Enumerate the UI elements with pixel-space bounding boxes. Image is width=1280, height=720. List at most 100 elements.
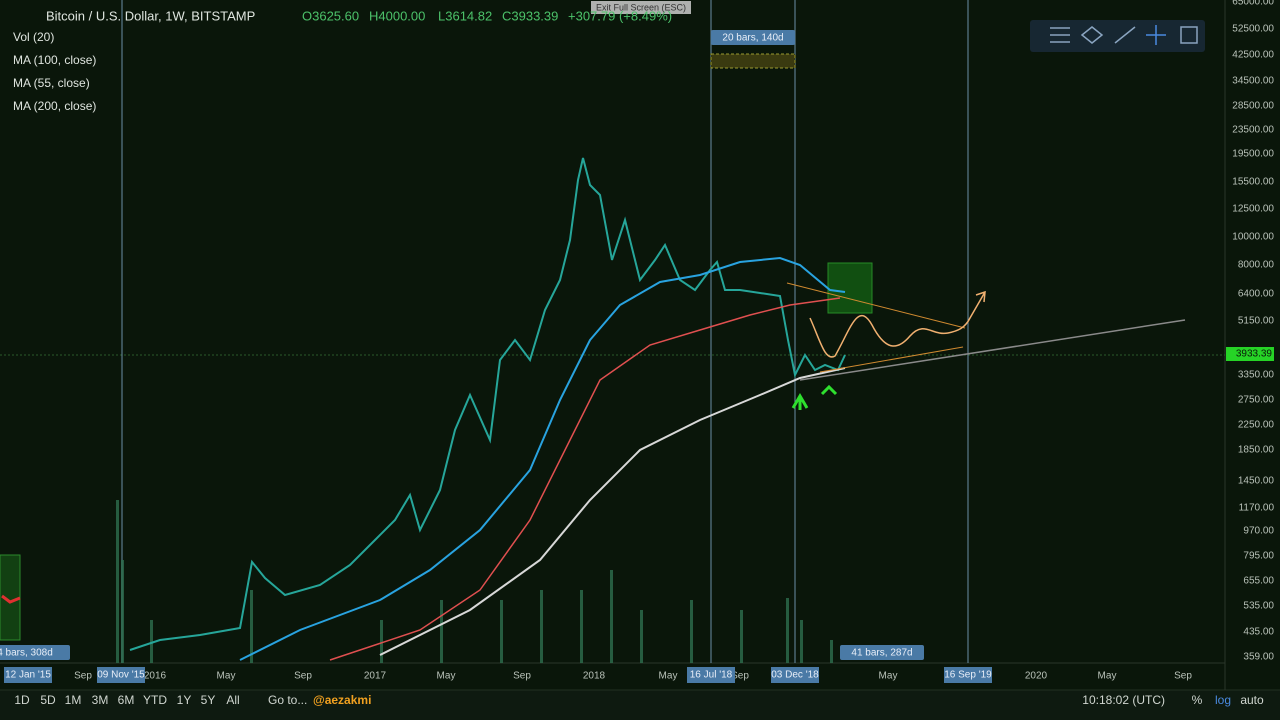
arrow-up [791,393,809,410]
price-label: 42500.00 [1232,50,1274,61]
time-label: 2016 [144,671,167,682]
ma-100 [329,297,841,661]
price-label: 1170.00 [1239,503,1275,514]
price-label: 52500.00 [1232,24,1274,35]
price-label: 3350.00 [1238,370,1275,381]
price-tag: 3933.39 [1236,349,1273,360]
time-marker: 03 Dec '18 [771,670,819,681]
price-path [129,157,846,651]
trend-line [786,282,966,329]
time-label: 2017 [364,671,387,682]
symbol: Bitcoin / U.S. Dollar, 1W, BITSTAMP [46,8,255,23]
arrow-up [820,384,838,396]
price-label: 10000.00 [1232,232,1274,243]
exit-fullscreen[interactable]: Exit Full Screen (ESC) [596,2,686,12]
bottom-bar [0,690,1280,720]
user: @aezakmi [313,693,371,707]
range-button[interactable]: 3M [92,693,109,707]
ohlc-open: O3625.60 [302,8,359,23]
indicator[interactable]: MA (100, close) [13,53,96,67]
time-label: Sep [731,671,749,682]
time-label: 2020 [1025,671,1048,682]
time-label: May [659,671,678,682]
price-label: 12500.00 [1232,204,1274,215]
exit-tooltip[interactable] [591,1,691,14]
price-label: 19500.00 [1232,149,1274,160]
price-label: 655.00 [1243,576,1274,587]
price-label: 65000.00 [1232,0,1274,8]
price-label: 23500.00 [1232,125,1274,136]
indicator[interactable]: Vol (20) [13,30,54,44]
vertical-lines [121,0,969,663]
arrow [1,594,21,604]
target-box [827,262,873,314]
range-button[interactable]: 5D [40,693,56,707]
price-label: 6400.00 [1238,289,1275,300]
time-label: Sep [1174,671,1192,682]
time-marker: 16 Jul '18 [690,670,733,681]
range-label: 41 bars, 287d [851,648,912,659]
time-label: Sep [294,671,312,682]
price-label: 5150.00 [1238,316,1275,327]
range-button[interactable]: 6M [118,693,135,707]
time-label: May [217,671,236,682]
time-marker-bg [97,667,145,683]
time-marker-bg [944,667,992,683]
price-label: 535.00 [1243,601,1274,612]
trend-line [819,346,964,373]
volume-bars [116,500,833,663]
ohlc-change: +307.79 (+8.49%) [568,8,672,23]
price-label: 1850.00 [1238,445,1275,456]
price-label: 359.00 [1243,652,1274,663]
clock: 10:18:02 (UTC) [1082,693,1165,707]
price-tag-bg [1226,347,1274,361]
range-button[interactable]: 1D [14,693,30,707]
time-marker: 16 Sep '19 [944,670,992,681]
range-label-bg [840,645,924,660]
range-button[interactable]: YTD [143,693,167,707]
goto[interactable]: Go to... [268,693,307,707]
price-label: 2750.00 [1238,395,1275,406]
time-marker-bg [4,667,52,683]
price-label: 435.00 [1243,627,1274,638]
price-label: 15500.00 [1232,177,1274,188]
price-label: 28500.00 [1232,101,1274,112]
range-label-bg [711,30,795,45]
indicator[interactable]: MA (200, close) [13,99,96,113]
time-marker: 09 Nov '15 [97,670,145,681]
range-label: 4 bars, 308d [0,648,53,659]
toolbar-icons [1050,25,1198,45]
time-label: Sep [74,671,92,682]
log[interactable]: log [1215,693,1231,707]
range-box [0,554,21,641]
time-marker-bg [687,667,735,683]
price-label: 2250.00 [1238,420,1275,431]
ohlc-high: H4000.00 [369,8,425,23]
ma-200 [379,367,846,656]
price-label: 1450.00 [1238,476,1275,487]
price-label: 795.00 [1243,551,1274,562]
range-button[interactable]: All [226,693,239,707]
time-label: Sep [513,671,531,682]
indicator[interactable]: MA (55, close) [13,76,90,90]
time-label: May [437,671,456,682]
ma-55 [239,256,846,661]
ohlc-close: C3933.39 [502,8,558,23]
price-label: 34500.00 [1232,76,1274,87]
percent[interactable]: % [1192,693,1203,707]
time-label: 2018 [583,671,606,682]
range-label-bg [0,645,70,660]
price-label: 970.00 [1243,526,1274,537]
range-button[interactable]: 5Y [201,693,216,707]
range-button[interactable]: 1M [65,693,82,707]
range-button[interactable]: 1Y [177,693,192,707]
auto[interactable]: auto [1240,693,1264,707]
time-label: May [879,671,898,682]
drawing-toolbar[interactable] [1030,20,1205,52]
time-marker: 12 Jan '15 [5,670,51,681]
forecast-path [809,290,986,358]
range-box [710,53,796,69]
